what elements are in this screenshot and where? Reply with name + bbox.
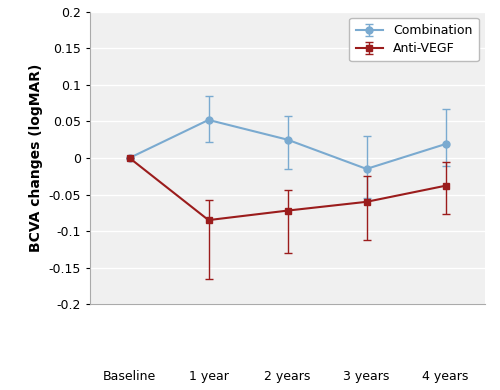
Text: Baseline: Baseline [103, 370, 156, 383]
Y-axis label: BCVA changes (logMAR): BCVA changes (logMAR) [29, 64, 43, 252]
Text: 2 years: 2 years [264, 370, 310, 383]
Text: 4 years: 4 years [422, 370, 469, 383]
Legend: Combination, Anti-VEGF: Combination, Anti-VEGF [350, 18, 479, 62]
Text: 1 year: 1 year [188, 370, 228, 383]
Text: 3 years: 3 years [344, 370, 390, 383]
